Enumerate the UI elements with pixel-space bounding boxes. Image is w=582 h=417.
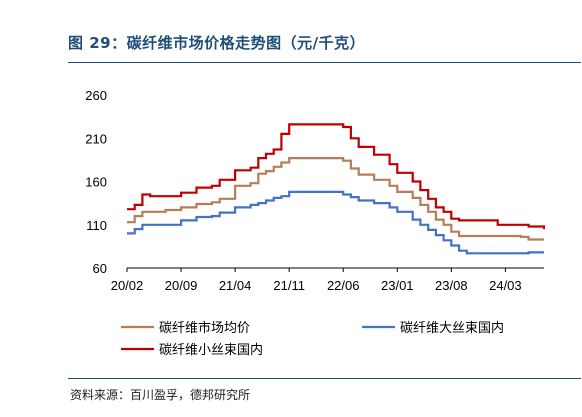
x-tick-label: 23/08: [435, 278, 468, 293]
x-tick-label: 21/11: [273, 278, 305, 293]
line-chart: 60 110 160 210 260 20/02 20/09 21/04 21/11 22/06…: [85, 88, 546, 358]
legend-label: 碳纤维小丝束国内: [159, 342, 263, 358]
series-line: [127, 157, 544, 241]
legend-label: 碳纤维市场均价: [159, 320, 250, 336]
legend-label: 碳纤维大丝束国内: [400, 320, 504, 336]
y-tick-label: 260: [85, 88, 107, 103]
source-rule: [68, 378, 581, 379]
series-group: [127, 123, 546, 255]
y-tick-label: 60: [93, 261, 107, 276]
series-line: [127, 190, 544, 255]
x-tick-label: 20/09: [165, 278, 198, 293]
x-axis: 20/02 20/09 21/04 21/11 22/06 23/01 23/08 24/03: [111, 268, 522, 293]
series-line: [127, 123, 546, 230]
x-tick-label: 23/01: [381, 278, 414, 293]
x-tick-label: 20/02: [111, 278, 144, 293]
figure-title: 图 29：碳纤维市场价格走势图（元/千克）: [68, 34, 366, 52]
y-tick-label: 210: [85, 131, 107, 146]
x-tick-label: 21/04: [219, 278, 252, 293]
y-tick-label: 110: [86, 218, 107, 233]
title-rule: [68, 62, 581, 63]
x-tick-label: 22/06: [327, 278, 360, 293]
y-tick-label: 160: [85, 175, 107, 190]
x-tick-label: 24/03: [489, 278, 522, 293]
source-note: 资料来源：百川盈孚，德邦研究所: [70, 388, 251, 402]
y-axis: 60 110 160 210 260: [85, 88, 107, 276]
